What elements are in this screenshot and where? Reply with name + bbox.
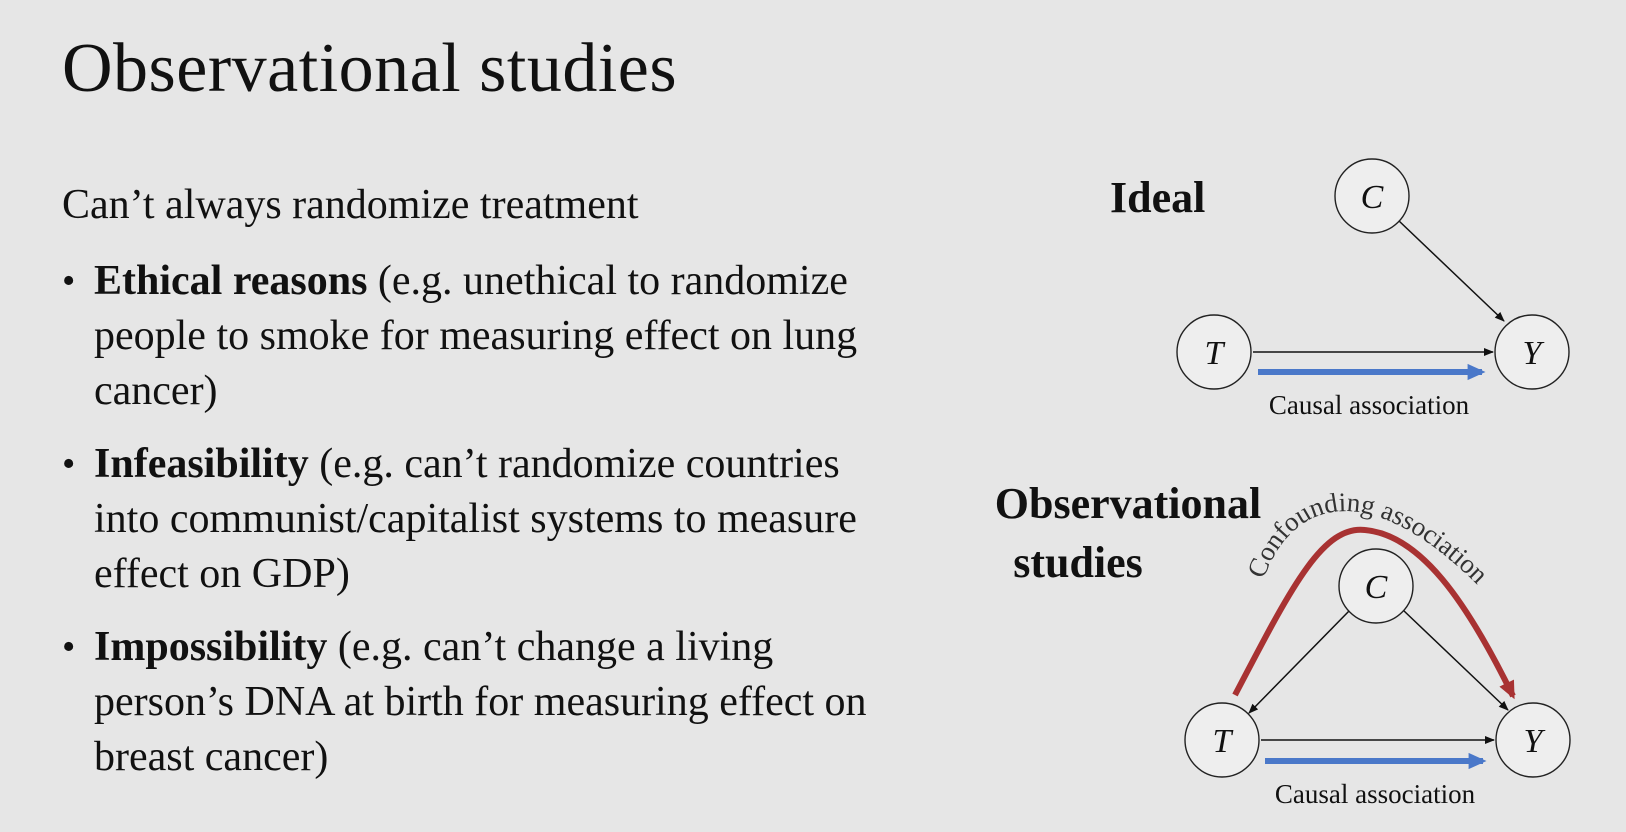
bullet-bold-text: Infeasibility: [94, 441, 309, 487]
bullet-bold-text: Ethical reasons: [94, 258, 368, 304]
node-c-circle-observational: [1338, 548, 1414, 624]
node-c-label-observational: C: [1365, 569, 1388, 606]
slide-subtitle: Can’t always randomize treatment: [62, 182, 639, 228]
confounding-association-arrow: [1232, 526, 1516, 700]
node-t-label: T: [1205, 335, 1226, 372]
bullet-rest-text: (e.g. can’t change a living person’s DNA…: [94, 624, 867, 780]
node-c-observational: C: [1338, 548, 1414, 624]
bullet-rest-text: (e.g. unethical to randomize people to s…: [94, 258, 858, 414]
node-c-circle: [1334, 158, 1410, 234]
ideal-heading: Ideal: [1110, 173, 1205, 222]
node-t-circle-observational: [1184, 702, 1260, 778]
node-t: T: [1176, 314, 1252, 390]
bullet-bold-text: Impossibility: [94, 624, 328, 670]
node-c: C: [1334, 158, 1410, 234]
slide-title: Observational studies: [62, 30, 678, 107]
node-t-circle: [1176, 314, 1252, 390]
node-c-label: C: [1361, 179, 1384, 216]
node-y-circle: [1494, 314, 1570, 390]
ideal-diagram: Ideal C T Y Causal association: [1110, 158, 1570, 420]
bullet-icon: •: [62, 626, 76, 668]
node-y-circle-observational: [1495, 702, 1571, 778]
observational-diagram: Observational studies Confounding associ…: [995, 479, 1571, 809]
bullet-list: • Ethical reasons (e.g. unethical to rand…: [58, 254, 908, 803]
bullet-ethical: • Ethical reasons (e.g. unethical to rand…: [58, 254, 908, 419]
node-t-observational: T: [1184, 702, 1260, 778]
causal-association-label-observational: Causal association: [1275, 779, 1476, 809]
edge-c-t: [1248, 609, 1351, 714]
bullet-impossibility: • Impossibility (e.g. can’t change a livi…: [58, 620, 908, 785]
node-y: Y: [1494, 314, 1570, 390]
bullet-icon: •: [62, 443, 76, 485]
bullet-rest-text: (e.g. can’t randomize countries into com…: [94, 441, 857, 597]
bullet-icon: •: [62, 260, 76, 302]
observational-heading-line2: studies: [1013, 538, 1143, 587]
node-y-observational: Y: [1495, 702, 1571, 778]
causal-association-label: Causal association: [1269, 390, 1470, 420]
node-y-label: Y: [1523, 335, 1545, 372]
node-y-label-observational: Y: [1524, 723, 1546, 760]
bullet-infeasibility: • Infeasibility (e.g. can’t randomize cou…: [58, 437, 908, 602]
node-t-label-observational: T: [1213, 723, 1234, 760]
edge-c-y: [1397, 219, 1505, 322]
edge-c-y-observational: [1402, 609, 1509, 711]
observational-heading-line1: Observational: [995, 479, 1261, 528]
